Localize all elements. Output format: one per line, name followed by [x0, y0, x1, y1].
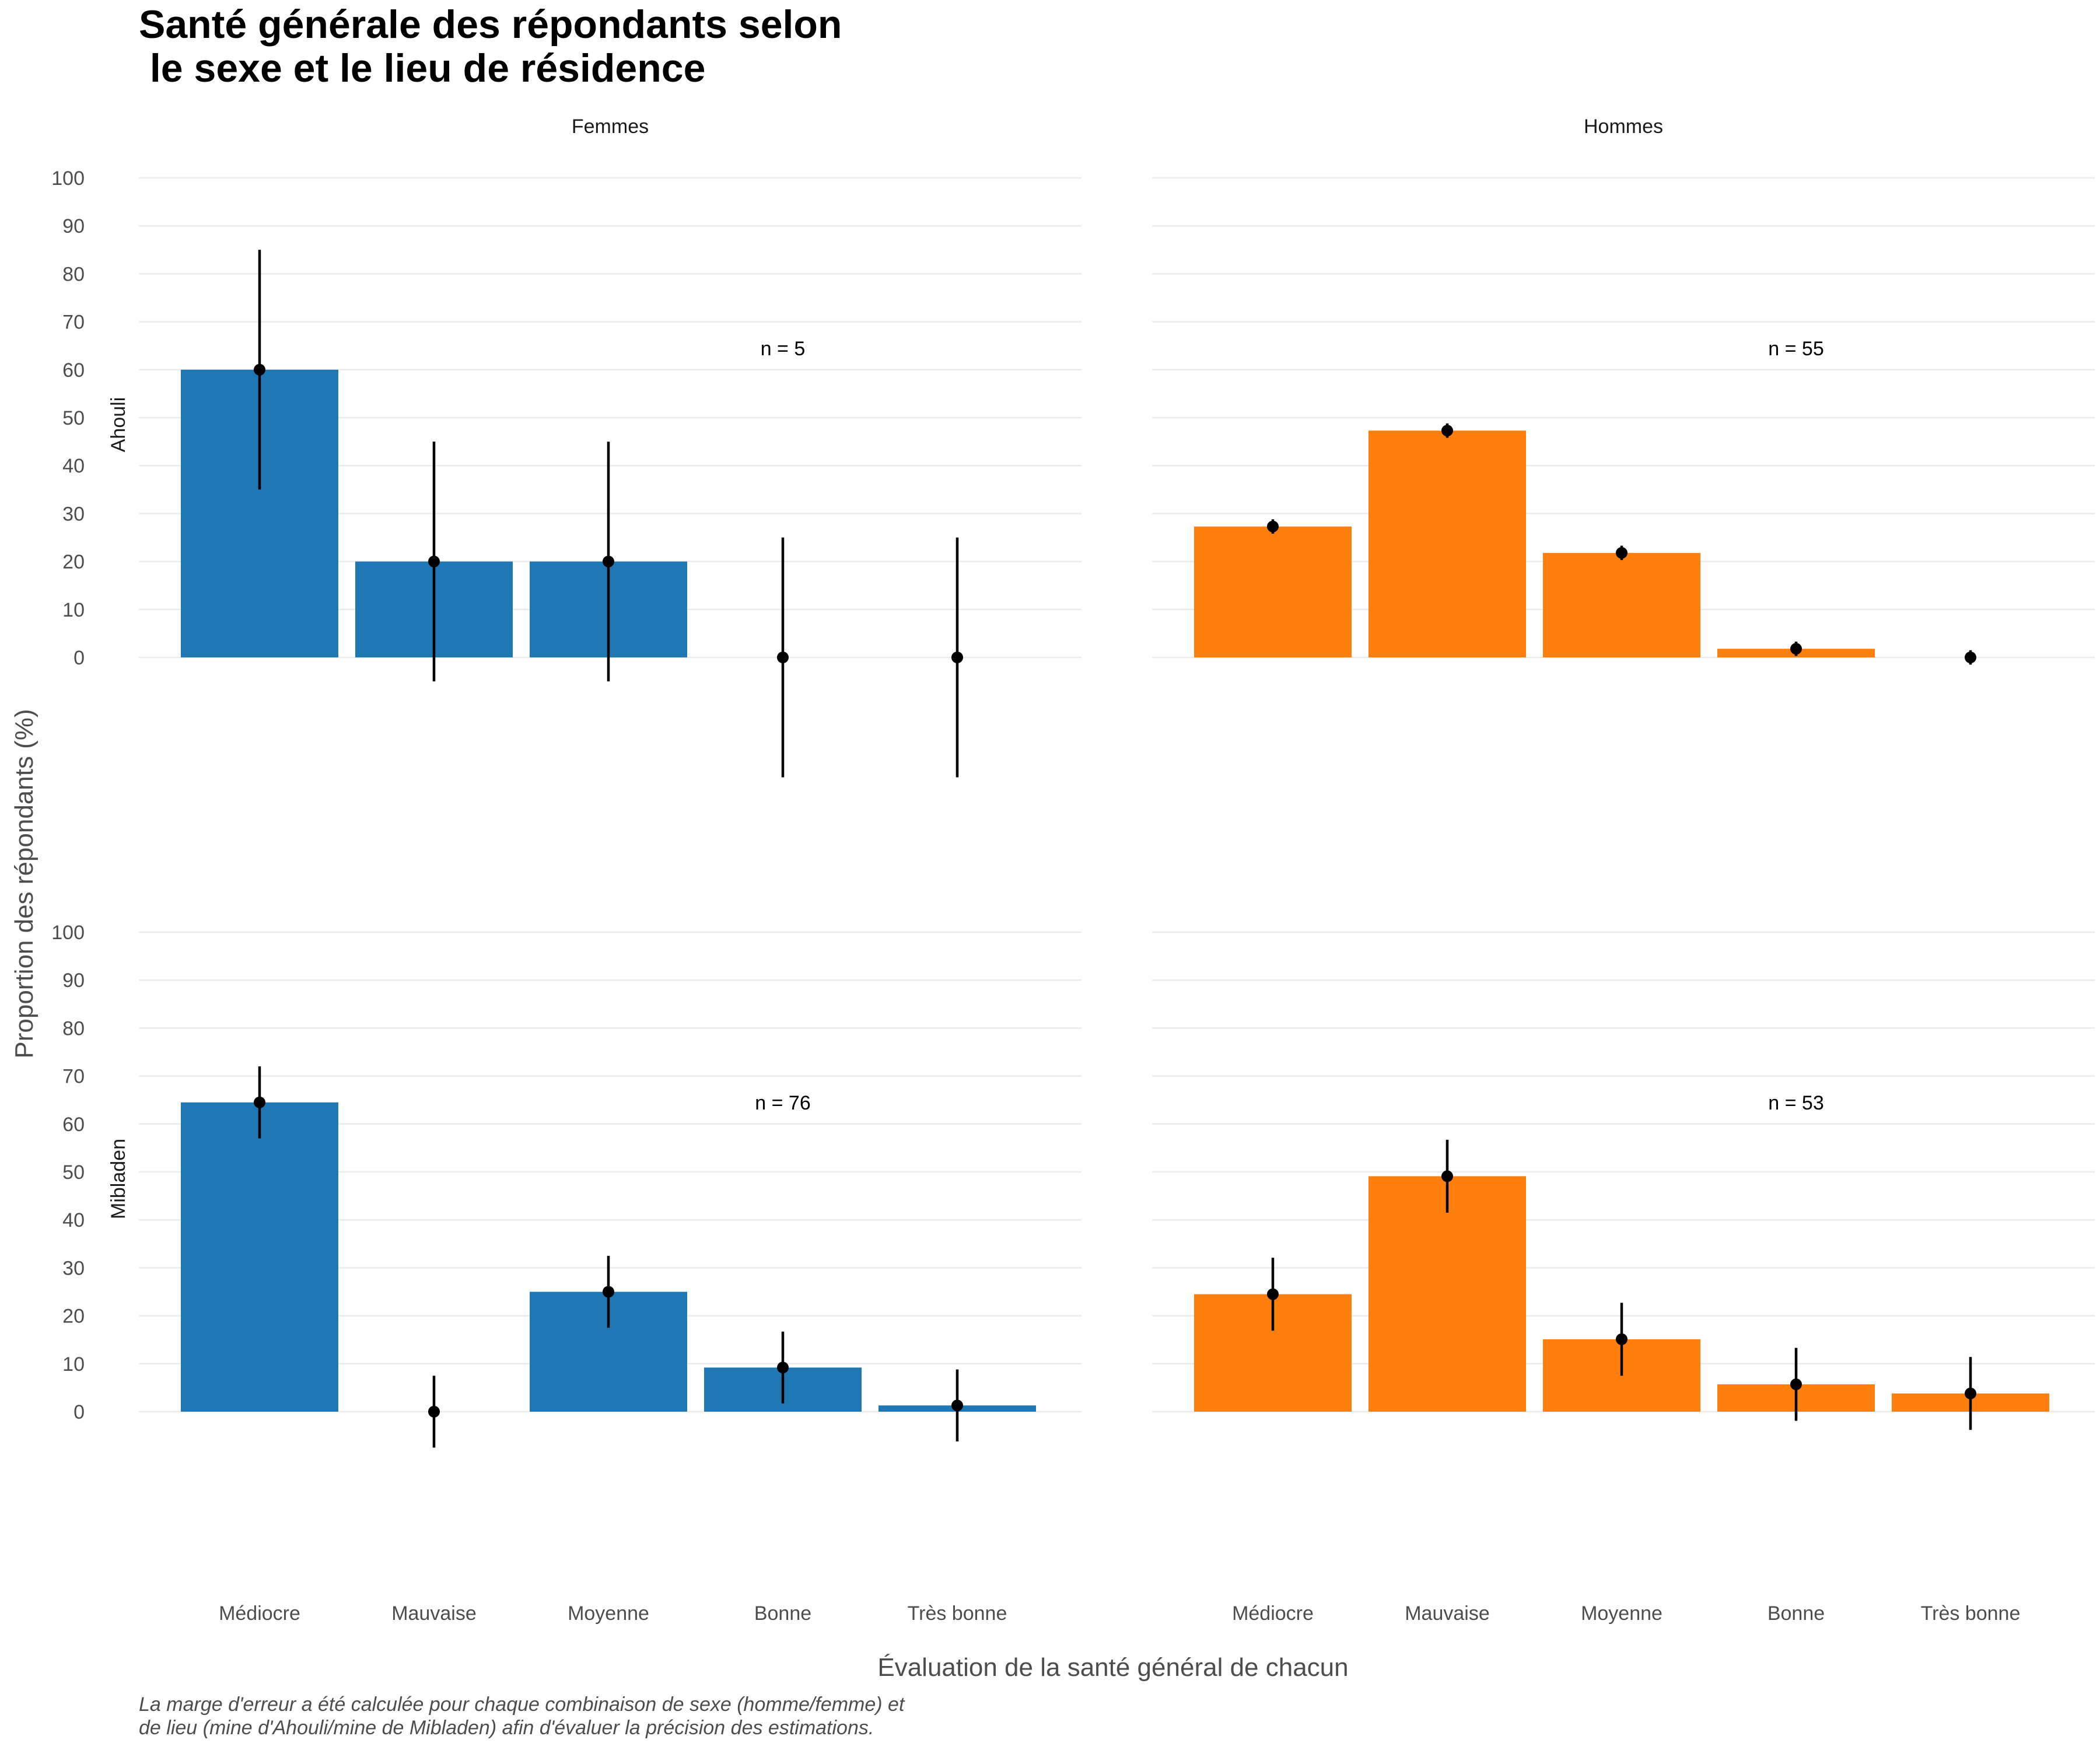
y-tick-label-mibladen: 70 [62, 1066, 85, 1088]
y-tick-label-mibladen: 100 [51, 922, 85, 944]
point-ahouli-femmes-moyenne [603, 555, 614, 568]
bar-mibladen-femmes-mediocre [181, 1102, 338, 1412]
point-mibladen-femmes-tres-bonne [951, 1399, 963, 1412]
point-ahouli-femmes-mediocre [254, 363, 265, 376]
point-mibladen-hommes-mauvaise [1441, 1170, 1453, 1182]
chart-title-line-1: Santé générale des répondants selon [139, 2, 842, 47]
x-tick-label-hommes-mauvaise: Mauvaise [1405, 1602, 1490, 1625]
point-mibladen-hommes-moyenne [1616, 1333, 1628, 1345]
x-axis-title: Évaluation de la santé général de chacun [877, 1653, 1348, 1682]
y-tick-label-mibladen: 0 [74, 1401, 85, 1423]
y-tick-label-ahouli: 0 [74, 647, 85, 669]
chart-title-line-2: le sexe et le lieu de résidence [139, 46, 705, 90]
point-ahouli-hommes-mediocre [1267, 520, 1279, 533]
point-ahouli-hommes-mauvaise [1441, 425, 1453, 437]
x-tick-label-femmes-tres-bonne: Très bonne [908, 1602, 1007, 1625]
point-mibladen-femmes-moyenne [603, 1286, 614, 1298]
point-mibladen-hommes-bonne [1790, 1378, 1802, 1391]
x-tick-label-femmes-moyenne: Moyenne [568, 1602, 649, 1625]
point-ahouli-hommes-tres-bonne [1965, 652, 1976, 663]
caption-line-2: de lieu (mine d'Ahouli/mine de Mibladen)… [139, 1717, 874, 1739]
facet-label-ahouli: Ahouli [107, 397, 130, 453]
bar-ahouli-hommes-mauvaise [1368, 430, 1526, 657]
y-tick-label-ahouli: 20 [62, 551, 85, 573]
y-tick-label-ahouli: 70 [62, 312, 85, 334]
x-tick-label-femmes-bonne: Bonne [754, 1602, 811, 1625]
y-axis-title: Proportion des répondants (%) [10, 709, 38, 1058]
y-tick-label-ahouli: 40 [62, 455, 85, 477]
facet-label-femmes: Femmes [572, 116, 649, 138]
point-mibladen-hommes-tres-bonne [1965, 1387, 1976, 1399]
caption-line-1: La marge d'erreur a été calculée pour ch… [139, 1693, 905, 1716]
point-ahouli-femmes-bonne [777, 652, 789, 663]
y-tick-label-mibladen: 50 [62, 1161, 85, 1184]
y-tick-label-ahouli: 80 [62, 263, 85, 285]
y-tick-label-ahouli: 30 [62, 503, 85, 525]
point-mibladen-femmes-mediocre [254, 1096, 265, 1108]
point-ahouli-hommes-moyenne [1616, 547, 1628, 559]
x-tick-label-hommes-tres-bonne: Très bonne [1921, 1602, 2021, 1625]
point-mibladen-femmes-bonne [777, 1362, 789, 1374]
x-tick-label-femmes-mediocre: Médiocre [219, 1602, 300, 1625]
point-ahouli-femmes-mauvaise [428, 555, 440, 568]
y-tick-label-mibladen: 20 [62, 1306, 85, 1328]
point-mibladen-hommes-mediocre [1267, 1288, 1279, 1300]
point-ahouli-femmes-tres-bonne [951, 652, 963, 663]
y-tick-label-mibladen: 80 [62, 1017, 85, 1040]
y-tick-label-mibladen: 90 [62, 970, 85, 992]
caption: La marge d'erreur a été calculée pour ch… [139, 1693, 910, 1739]
n-label-ahouli-femmes: n = 5 [761, 338, 806, 360]
y-tick-label-ahouli: 10 [62, 599, 85, 621]
plot-area: 0 10 20 30 40 50 60 70 80 90 100 0 10 20 30 40 50 60 70 80 9… [51, 116, 2095, 1625]
x-tick-label-hommes-mediocre: Médiocre [1232, 1602, 1314, 1625]
point-mibladen-femmes-mauvaise [428, 1406, 440, 1418]
point-ahouli-hommes-bonne [1790, 643, 1802, 655]
y-tick-label-ahouli: 90 [62, 215, 85, 237]
bar-ahouli-hommes-mediocre [1194, 526, 1352, 657]
bar-mibladen-hommes-mauvaise [1368, 1176, 1526, 1412]
x-tick-label-hommes-moyenne: Moyenne [1581, 1602, 1662, 1625]
n-label-ahouli-hommes: n = 55 [1768, 338, 1824, 360]
x-tick-label-femmes-mauvaise: Mauvaise [391, 1602, 477, 1625]
facet-label-hommes: Hommes [1584, 116, 1663, 138]
y-tick-label-mibladen: 60 [62, 1114, 85, 1136]
facet-label-mibladen: Mibladen [107, 1139, 130, 1219]
n-label-mibladen-hommes: n = 53 [1768, 1092, 1824, 1114]
bar-ahouli-hommes-moyenne [1543, 552, 1700, 657]
y-tick-label-mibladen: 10 [62, 1353, 85, 1376]
y-tick-label-ahouli: 100 [51, 167, 85, 190]
n-label-mibladen-femmes: n = 76 [755, 1092, 810, 1114]
y-tick-label-ahouli: 50 [62, 407, 85, 429]
x-tick-label-hommes-bonne: Bonne [1768, 1602, 1825, 1625]
y-tick-label-mibladen: 40 [62, 1209, 85, 1231]
chart-title: Santé générale des répondants selon le s… [139, 2, 853, 90]
y-tick-label-mibladen: 30 [62, 1257, 85, 1279]
y-tick-label-ahouli: 60 [62, 359, 85, 382]
